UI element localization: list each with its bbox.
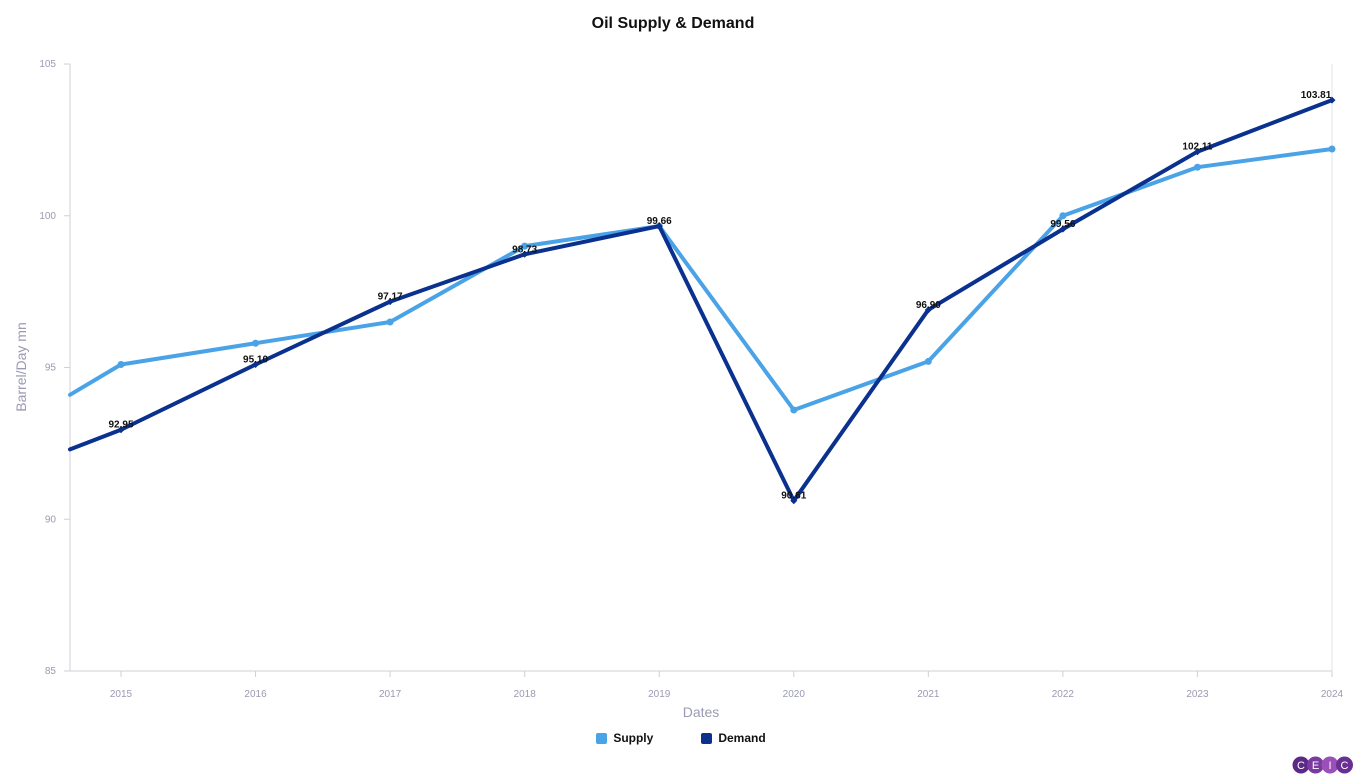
x-tick-label: 2024 [1321,689,1344,700]
logo-circle [1307,756,1324,774]
data-point-demand [521,250,529,258]
data-point-demand [386,298,394,306]
series-lines [68,96,1336,505]
data-point-demand [1328,96,1336,104]
data-label-demand: 95.10 [243,354,268,365]
data-label-demand: 90.61 [781,491,806,502]
legend-label-demand: Demand [718,731,766,745]
series-line-supply [68,147,1334,412]
data-point-supply [1059,212,1067,220]
data-point-demand [1059,225,1067,233]
x-tick-label: 2023 [1186,689,1209,700]
data-label-demand: 92.95 [108,420,133,431]
x-axis-title: Dates [683,704,720,720]
data-point-demand [790,497,798,505]
logo-circle [1292,756,1310,774]
data-point-supply [386,318,394,326]
data-point-demand [655,222,663,230]
logo-letter: C [1341,760,1349,772]
data-label-demand: 102.11 [1182,142,1212,153]
x-tick-label: 2022 [1052,689,1075,700]
logo-letter: E [1312,760,1319,772]
y-axis-title: Barrel/Day mn [13,322,29,411]
data-point-supply [252,339,260,347]
data-point-demand [924,306,932,314]
data-point-demand [1193,148,1201,156]
x-tick-label: 2018 [514,689,537,700]
data-point-supply [1328,145,1336,153]
data-label-demand: 103.81 [1301,90,1332,101]
data-point-supply [790,406,798,414]
y-tick-label: 90 [45,514,57,525]
x-tick-label: 2020 [783,689,806,700]
series-line-demand [68,98,1334,503]
data-point-demand [117,426,125,434]
legend: Supply Demand [0,731,1362,745]
y-tick-label: 85 [45,666,57,677]
data-point-supply [117,360,125,368]
legend-item-demand[interactable]: Demand [701,731,766,745]
legend-swatch-demand [701,732,713,744]
y-tick-label: 100 [39,211,56,222]
data-label-demand: 99.56 [1050,219,1075,230]
x-tick-label: 2017 [379,689,402,700]
y-tick-label: 105 [39,59,56,70]
legend-label-supply: Supply [613,731,654,745]
data-point-supply [1193,163,1201,171]
y-tick-label: 95 [45,363,57,374]
data-labels: 92.95 95.10 97.17 98.73 99.66 90.61 96.90 99.56… [108,90,1331,502]
axes: 85 90 95 100 105 2015 2016 2017 2018 2019 2020 2021… [39,59,1343,700]
x-tick-label: 2016 [244,689,267,700]
x-tick-label: 2015 [110,689,133,700]
x-tick-label: 2021 [917,689,940,700]
data-label-demand: 96.90 [916,300,941,311]
legend-item-supply[interactable]: Supply [596,731,653,745]
legend-swatch-supply [596,732,608,744]
x-tick-label: 2019 [648,689,671,700]
data-label-demand: 99.66 [647,216,672,227]
data-point-supply [924,357,932,365]
logo-letter: I [1328,760,1331,772]
logo-circle [1336,756,1353,774]
data-label-demand: 98.73 [512,244,537,255]
logo-circle [1321,756,1339,774]
data-point-demand [252,360,260,368]
logo-letter: C [1297,760,1305,772]
data-label-demand: 97.17 [378,292,403,303]
chart-title: Oil Supply & Demand [592,15,755,32]
data-point-supply [521,242,529,250]
